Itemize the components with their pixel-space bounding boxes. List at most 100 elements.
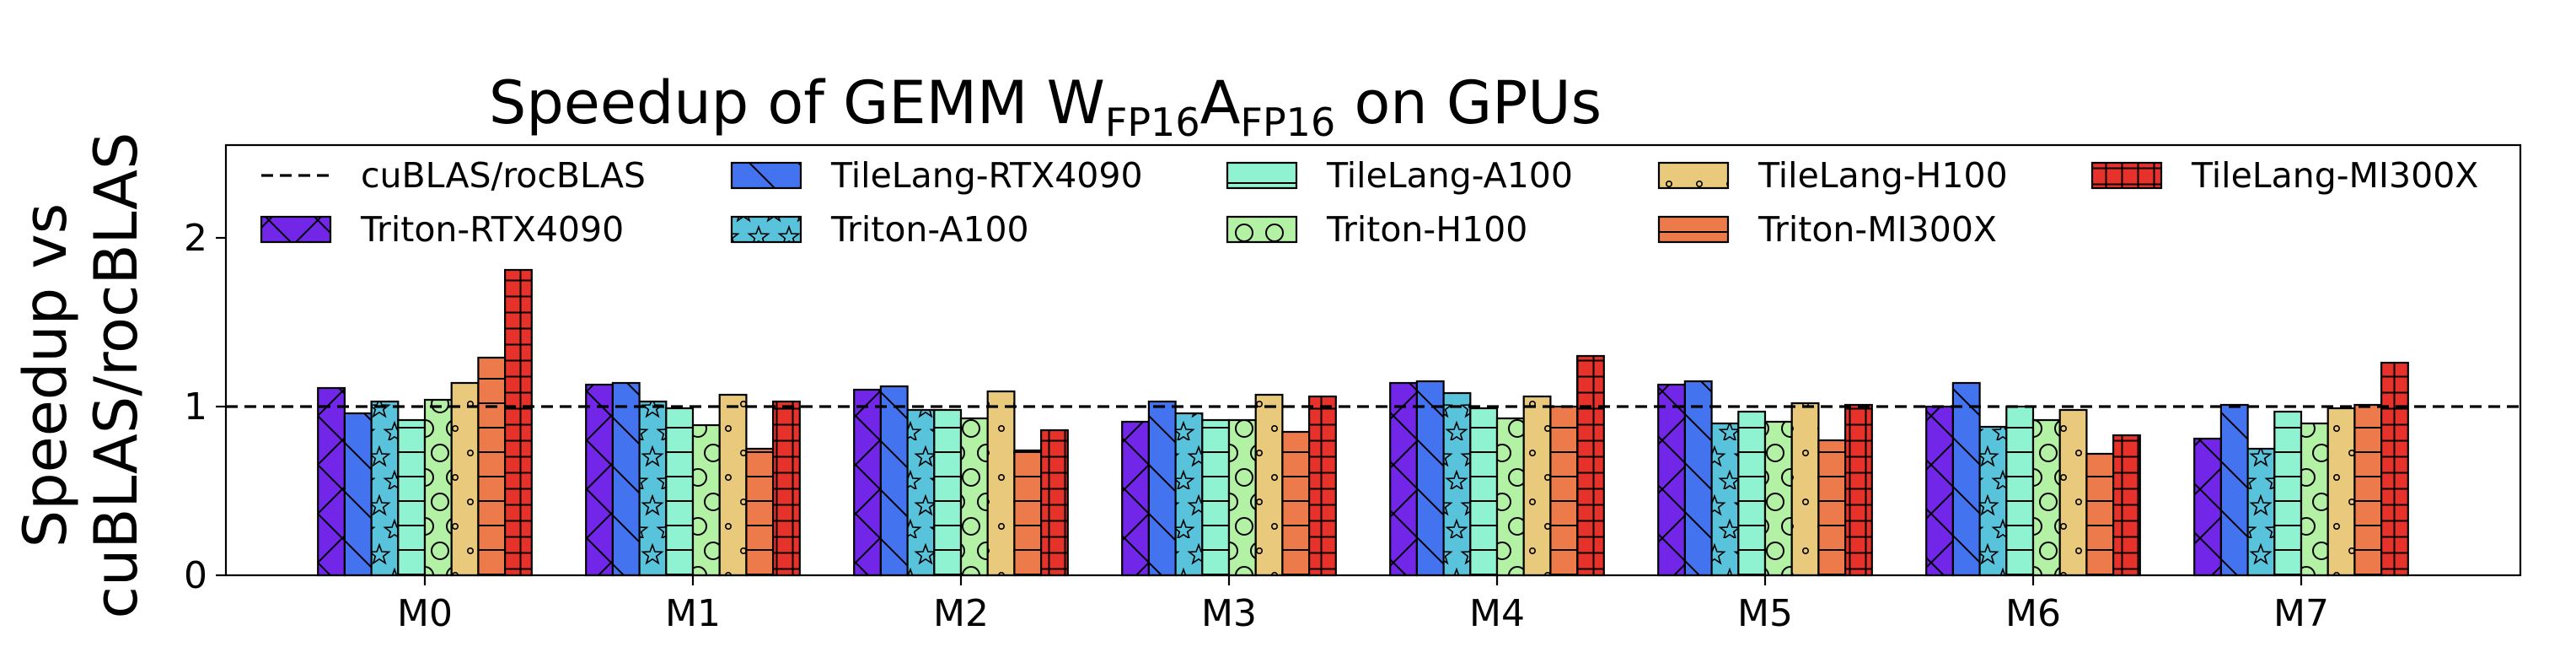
bar-hatch-tilelang-mi300x-m7 (2381, 363, 2408, 575)
legend-item-cublas-rocblas: cuBLAS/rocBLAS (261, 155, 646, 196)
bar-hatch-triton-a100-m3 (1175, 413, 1203, 575)
bar-hatch-tilelang-mi300x-m5 (1845, 405, 1872, 575)
bar-hatch-tilelang-rtx4090-m4 (1416, 381, 1444, 575)
bar-hatch-tilelang-h100-m6 (2059, 410, 2087, 575)
bar-hatch-tilelang-rtx4090-m2 (880, 386, 908, 575)
bar-hatch-triton-h100-m7 (2301, 423, 2328, 575)
axes: 0 1 2 M0 M1 M2 M3 M4 M5 M6 M7 (184, 143, 2522, 635)
legend-item-triton-rtx4090: Triton-RTX4090 (260, 209, 624, 250)
series-triton-mi300x (477, 356, 2383, 577)
series-tilelang-rtx4090 (343, 380, 2249, 577)
legend-label: Triton-A100 (830, 209, 1029, 250)
legend-swatch-hatch (1227, 163, 1296, 188)
bar-groups (317, 268, 2409, 577)
legend-item-triton-h100: Triton-H100 (1226, 209, 1527, 250)
x-tick-label: M7 (2273, 592, 2329, 635)
bar-hatch-tilelang-mi300x-m4 (1577, 356, 1604, 575)
bar-hatch-tilelang-h100-m1 (719, 395, 747, 575)
bar-hatch-triton-h100-m3 (1229, 420, 1256, 575)
bar-hatch-tilelang-a100-m5 (1738, 412, 1765, 575)
bar-hatch-tilelang-a100-m0 (398, 420, 425, 575)
bar-hatch-triton-mi300x-m2 (1014, 450, 1042, 575)
chart-title: Speedup of GEMM WFP16AFP16 on GPUs (489, 68, 1602, 145)
bar-hatch-triton-rtx4090-m5 (1658, 385, 1685, 575)
legend-item-triton-a100: Triton-A100 (730, 209, 1029, 250)
legend-swatch-hatch (732, 217, 801, 242)
x-tick-label: M1 (665, 592, 721, 635)
bar-hatch-tilelang-rtx4090-m0 (344, 413, 372, 575)
bar-hatch-triton-rtx4090-m2 (854, 390, 881, 575)
bar-hatch-triton-rtx4090-m0 (318, 388, 345, 575)
bar-hatch-triton-h100-m4 (1497, 418, 1524, 575)
bar-hatch-triton-h100-m1 (693, 425, 720, 575)
bar-hatch-tilelang-h100-m5 (1791, 403, 1819, 575)
series-tilelang-h100 (450, 381, 2356, 577)
bar-hatch-triton-rtx4090-m4 (1390, 383, 1417, 575)
legend: cuBLAS/rocBLAS Triton-RTX4090 TileLang-RTX… (260, 155, 2478, 250)
bar-hatch-triton-a100-m1 (639, 402, 667, 575)
bar-hatch-tilelang-rtx4090-m7 (2220, 405, 2248, 575)
series-triton-rtx4090 (317, 381, 2222, 577)
bar-hatch-triton-rtx4090-m3 (1122, 422, 1149, 575)
legend-item-tilelang-h100: TileLang-H100 (1657, 155, 2008, 196)
legend-item-tilelang-a100: TileLang-A100 (1226, 155, 1573, 196)
bar-hatch-triton-h100-m5 (1765, 422, 1792, 575)
legend-item-tilelang-rtx4090: TileLang-RTX4090 (730, 155, 1143, 196)
bar-hatch-triton-a100-m2 (907, 410, 935, 575)
bar-hatch-tilelang-rtx4090-m6 (1952, 383, 1980, 575)
bar-hatch-tilelang-mi300x-m0 (505, 270, 532, 575)
legend-label: TileLang-A100 (1326, 155, 1573, 196)
bar-hatch-tilelang-a100-m6 (2006, 407, 2033, 575)
series-triton-h100 (423, 398, 2329, 577)
bar-hatch-tilelang-h100-m0 (451, 383, 479, 575)
x-tick-label: M3 (1201, 592, 1257, 635)
y-tick-label: 0 (184, 554, 207, 597)
legend-label: TileLang-H100 (1758, 155, 2008, 196)
bar-hatch-triton-a100-m6 (1979, 427, 2007, 575)
legend-label: TileLang-RTX4090 (830, 155, 1143, 196)
bar-hatch-triton-a100-m0 (371, 402, 399, 575)
bar-hatch-tilelang-rtx4090-m1 (612, 383, 640, 575)
legend-swatch-hatch (2092, 163, 2161, 188)
legend-swatch-hatch (1659, 163, 1728, 188)
legend-swatch-hatch (261, 217, 330, 242)
bar-hatch-tilelang-h100-m2 (987, 391, 1015, 575)
legend-swatch-hatch (1227, 217, 1296, 242)
bar-hatch-triton-a100-m7 (2247, 449, 2275, 575)
bar-hatch-tilelang-h100-m7 (2327, 408, 2355, 575)
bar-hatch-triton-mi300x-m6 (2086, 454, 2114, 575)
y-tick-label: 1 (184, 385, 207, 429)
bar-hatch-triton-mi300x-m5 (1818, 440, 1846, 575)
bar-hatch-tilelang-a100-m7 (2274, 412, 2301, 575)
legend-label: Triton-MI300X (1758, 209, 1997, 250)
x-tick-label: M4 (1469, 592, 1525, 635)
bar-hatch-tilelang-a100-m1 (666, 408, 693, 575)
x-tick-label: M2 (933, 592, 989, 635)
series-tilelang-a100 (397, 405, 2303, 577)
bar-hatch-triton-a100-m5 (1711, 423, 1739, 575)
bar-hatch-triton-h100-m6 (2033, 420, 2060, 575)
bar-hatch-tilelang-a100-m2 (934, 410, 961, 575)
legend-item-triton-mi300x: Triton-MI300X (1657, 209, 1997, 250)
legend-swatch-hatch (732, 163, 801, 188)
bar-hatch-triton-rtx4090-m7 (2194, 439, 2221, 575)
bar-hatch-triton-mi300x-m1 (746, 449, 774, 575)
bar-hatch-triton-a100-m4 (1443, 393, 1471, 575)
y-axis-label-line-2: cuBLAS/rocBLAS (82, 132, 151, 619)
bar-hatch-triton-mi300x-m7 (2354, 405, 2382, 575)
y-tick-label: 2 (184, 217, 207, 260)
bar-hatch-triton-rtx4090-m6 (1926, 407, 1953, 575)
legend-item-tilelang-mi300x: TileLang-MI300X (2090, 155, 2478, 196)
bar-hatch-triton-mi300x-m3 (1282, 432, 1310, 575)
bar-hatch-triton-rtx4090-m1 (586, 385, 613, 575)
x-tick-label: M5 (1737, 592, 1793, 635)
y-axis-label-line-1: Speedup vs (11, 203, 80, 547)
bar-hatch-tilelang-a100-m4 (1470, 408, 1497, 575)
series-tilelang-mi300x (503, 268, 2409, 577)
legend-label: cuBLAS/rocBLAS (361, 155, 646, 196)
plot-frame (224, 143, 2522, 577)
legend-label: Triton-H100 (1326, 209, 1527, 250)
bar-hatch-tilelang-h100-m4 (1523, 396, 1551, 575)
bar-hatch-triton-h100-m2 (961, 418, 988, 575)
